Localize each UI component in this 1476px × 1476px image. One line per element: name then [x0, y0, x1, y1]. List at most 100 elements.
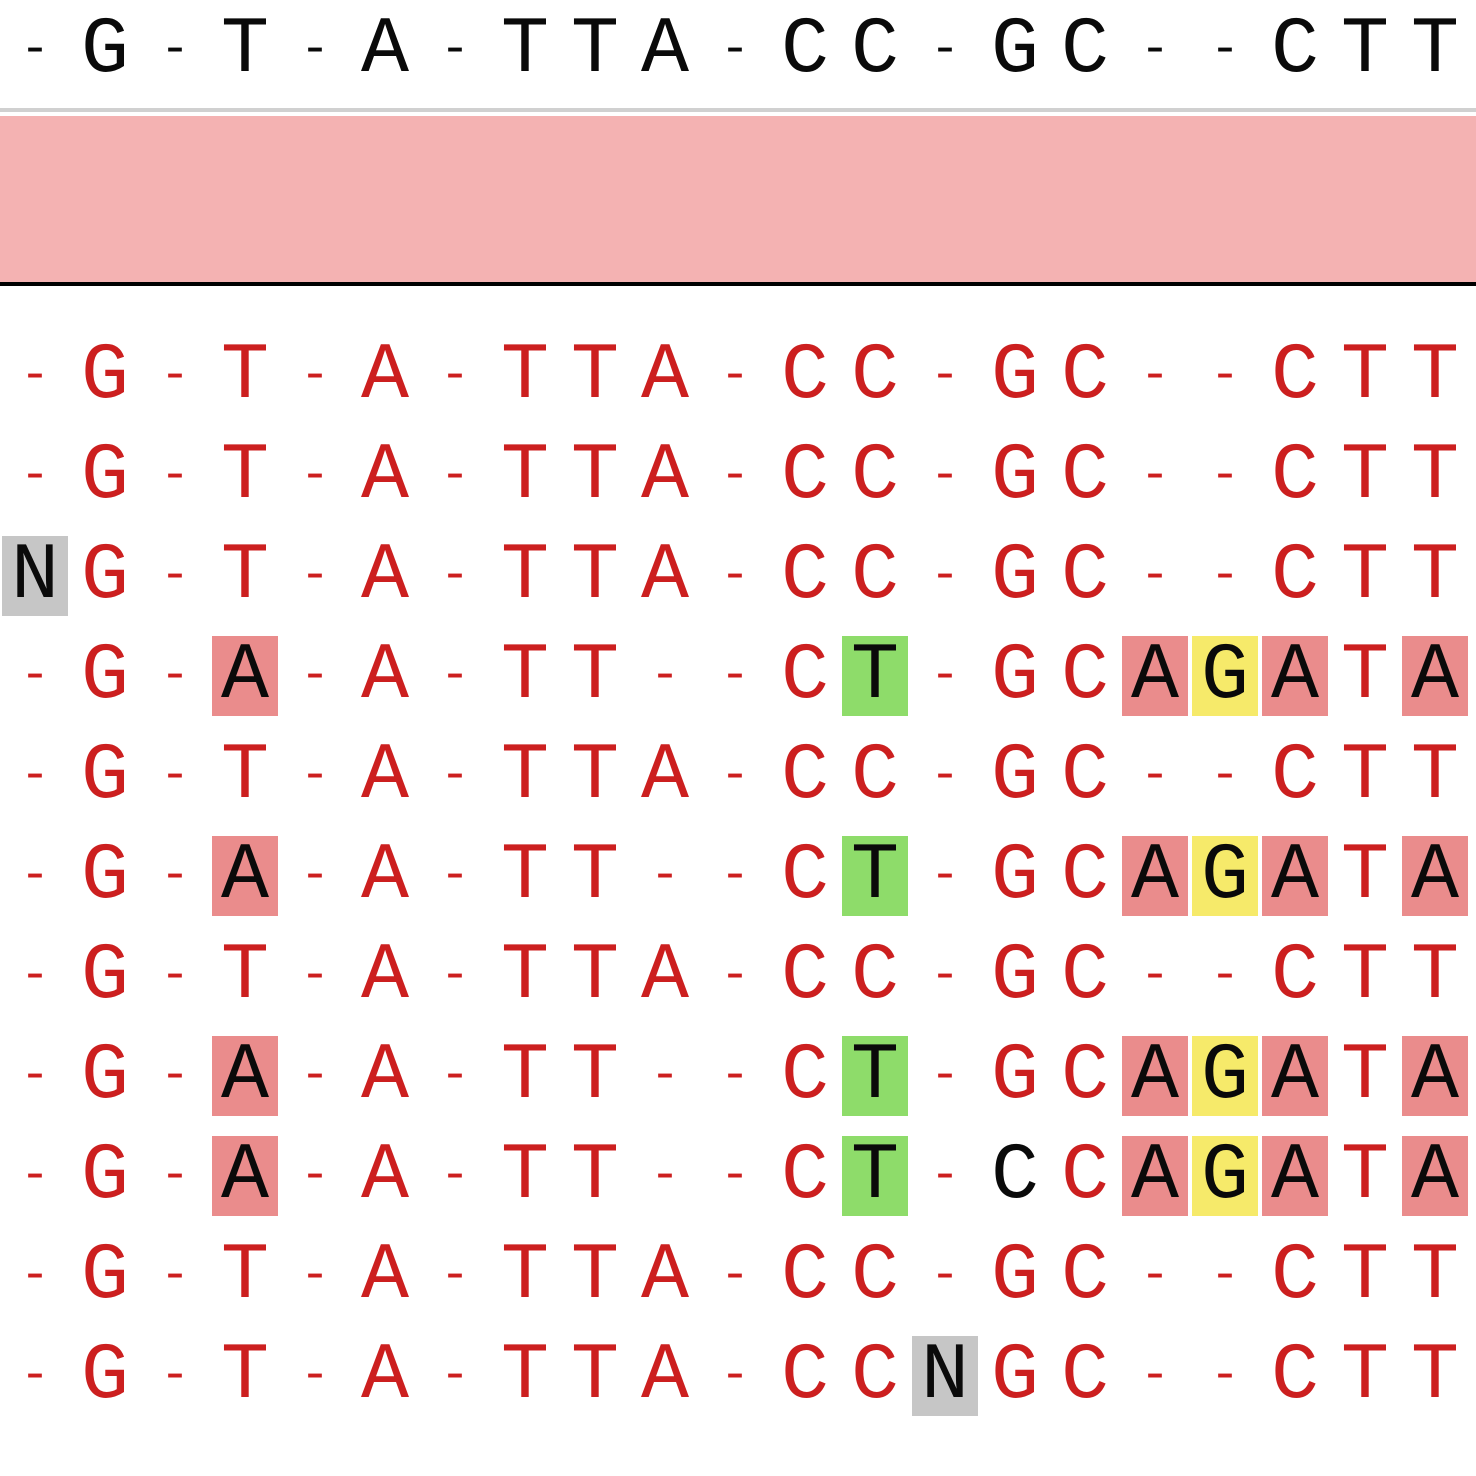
alignment-base[interactable]: T	[490, 826, 560, 926]
alignment-base[interactable]: -	[0, 1026, 70, 1126]
alignment-base[interactable]: -	[910, 326, 980, 426]
alignment-base[interactable]: -	[1120, 526, 1190, 626]
alignment-base[interactable]: T	[1400, 926, 1470, 1026]
alignment-base[interactable]: T	[840, 1126, 910, 1226]
alignment-base[interactable]: -	[420, 1326, 490, 1426]
alignment-base[interactable]: T	[560, 426, 630, 526]
alignment-base[interactable]: T	[560, 1126, 630, 1226]
alignment-base[interactable]: -	[280, 626, 350, 726]
alignment-base[interactable]: C	[770, 1126, 840, 1226]
sequence-row[interactable]: -G-T-A-TTA-CC-GC--CTT	[0, 1226, 1476, 1326]
alignment-base[interactable]: G	[70, 526, 140, 626]
alignment-base[interactable]: C	[770, 726, 840, 826]
alignment-base[interactable]: T	[1400, 326, 1470, 426]
alignment-base[interactable]: C	[1050, 826, 1120, 926]
alignment-base[interactable]: -	[700, 1226, 770, 1326]
alignment-base[interactable]: T	[1330, 726, 1400, 826]
alignment-base[interactable]: C	[1050, 626, 1120, 726]
alignment-base[interactable]: G	[70, 926, 140, 1026]
alignment-base[interactable]: G	[980, 1026, 1050, 1126]
alignment-base[interactable]: A	[630, 326, 700, 426]
alignment-base[interactable]: A	[210, 1026, 280, 1126]
alignment-base[interactable]: -	[1120, 1226, 1190, 1326]
alignment-base[interactable]: -	[280, 1326, 350, 1426]
alignment-base[interactable]: -	[910, 526, 980, 626]
alignment-base[interactable]: -	[1190, 1226, 1260, 1326]
alignment-base[interactable]: -	[0, 726, 70, 826]
alignment-base[interactable]: -	[280, 726, 350, 826]
alignment-base[interactable]: A	[1400, 1126, 1470, 1226]
alignment-base[interactable]: -	[700, 926, 770, 1026]
alignment-base[interactable]: C	[1050, 1126, 1120, 1226]
alignment-base[interactable]: -	[700, 326, 770, 426]
alignment-base[interactable]: N	[910, 1326, 980, 1426]
alignment-base[interactable]: -	[280, 1226, 350, 1326]
alignment-base[interactable]: A	[350, 426, 420, 526]
alignment-base[interactable]: T	[840, 1026, 910, 1126]
alignment-base[interactable]: C	[1260, 1226, 1330, 1326]
alignment-base[interactable]: G	[70, 1326, 140, 1426]
alignment-base[interactable]: T	[560, 526, 630, 626]
alignment-base[interactable]: T	[210, 426, 280, 526]
alignment-base[interactable]: A	[350, 1226, 420, 1326]
alignment-base[interactable]: C	[1050, 426, 1120, 526]
alignment-base[interactable]: -	[1120, 426, 1190, 526]
alignment-base[interactable]: C	[770, 526, 840, 626]
alignment-base[interactable]: -	[910, 426, 980, 526]
alignment-base[interactable]: -	[0, 1326, 70, 1426]
alignment-base[interactable]: -	[1120, 926, 1190, 1026]
alignment-base[interactable]: -	[630, 1126, 700, 1226]
alignment-base[interactable]: G	[980, 526, 1050, 626]
alignment-base[interactable]: G	[70, 326, 140, 426]
alignment-base[interactable]: -	[140, 1026, 210, 1126]
alignment-base[interactable]: C	[1260, 526, 1330, 626]
alignment-base[interactable]: T	[560, 926, 630, 1026]
alignment-base[interactable]: T	[490, 1226, 560, 1326]
alignment-base[interactable]: A	[630, 1326, 700, 1426]
alignment-base[interactable]: T	[490, 1026, 560, 1126]
alignment-base[interactable]: -	[1120, 726, 1190, 826]
alignment-base[interactable]: A	[350, 526, 420, 626]
alignment-base[interactable]: -	[1190, 426, 1260, 526]
alignment-base[interactable]: -	[280, 426, 350, 526]
alignment-base[interactable]: A	[210, 626, 280, 726]
alignment-base[interactable]: -	[1190, 526, 1260, 626]
alignment-base[interactable]: C	[1260, 426, 1330, 526]
alignment-base[interactable]: -	[140, 626, 210, 726]
alignment-base[interactable]: T	[1330, 926, 1400, 1026]
alignment-base[interactable]: -	[280, 1126, 350, 1226]
alignment-base[interactable]: A	[1120, 826, 1190, 926]
alignment-base[interactable]: -	[1190, 1326, 1260, 1426]
alignment-base[interactable]: C	[840, 726, 910, 826]
alignment-base[interactable]: -	[140, 726, 210, 826]
sequence-row[interactable]: -G-T-A-TTA-CC-GC--CTT	[0, 926, 1476, 1026]
alignment-base[interactable]: T	[1400, 426, 1470, 526]
alignment-base[interactable]: C	[1050, 526, 1120, 626]
alignment-base[interactable]: T	[210, 926, 280, 1026]
alignment-base[interactable]: T	[560, 726, 630, 826]
alignment-base[interactable]: T	[560, 326, 630, 426]
alignment-base[interactable]: T	[840, 626, 910, 726]
alignment-base[interactable]: C	[770, 826, 840, 926]
alignment-base[interactable]: C	[770, 1326, 840, 1426]
alignment-base[interactable]: -	[420, 1126, 490, 1226]
alignment-base[interactable]: -	[280, 1026, 350, 1126]
alignment-base[interactable]: T	[490, 326, 560, 426]
alignment-base[interactable]: -	[910, 1126, 980, 1226]
alignment-base[interactable]: A	[1400, 1026, 1470, 1126]
alignment-base[interactable]: G	[1190, 1026, 1260, 1126]
alignment-base[interactable]: A	[630, 726, 700, 826]
alignment-base[interactable]: T	[490, 1326, 560, 1426]
alignment-base[interactable]: A	[630, 426, 700, 526]
alignment-base[interactable]: -	[420, 1226, 490, 1326]
alignment-base[interactable]: T	[210, 526, 280, 626]
alignment-base[interactable]: -	[0, 426, 70, 526]
alignment-base[interactable]: -	[1190, 326, 1260, 426]
sequence-row[interactable]: NG-T-A-TTA-CC-GC--CTT	[0, 526, 1476, 626]
alignment-base[interactable]: G	[70, 826, 140, 926]
alignment-base[interactable]: T	[840, 826, 910, 926]
alignment-base[interactable]: -	[910, 626, 980, 726]
alignment-base[interactable]: -	[700, 726, 770, 826]
alignment-base[interactable]: T	[1400, 1326, 1470, 1426]
sequence-row[interactable]: -G-A-A-TT--CT-GCAGATA	[0, 826, 1476, 926]
